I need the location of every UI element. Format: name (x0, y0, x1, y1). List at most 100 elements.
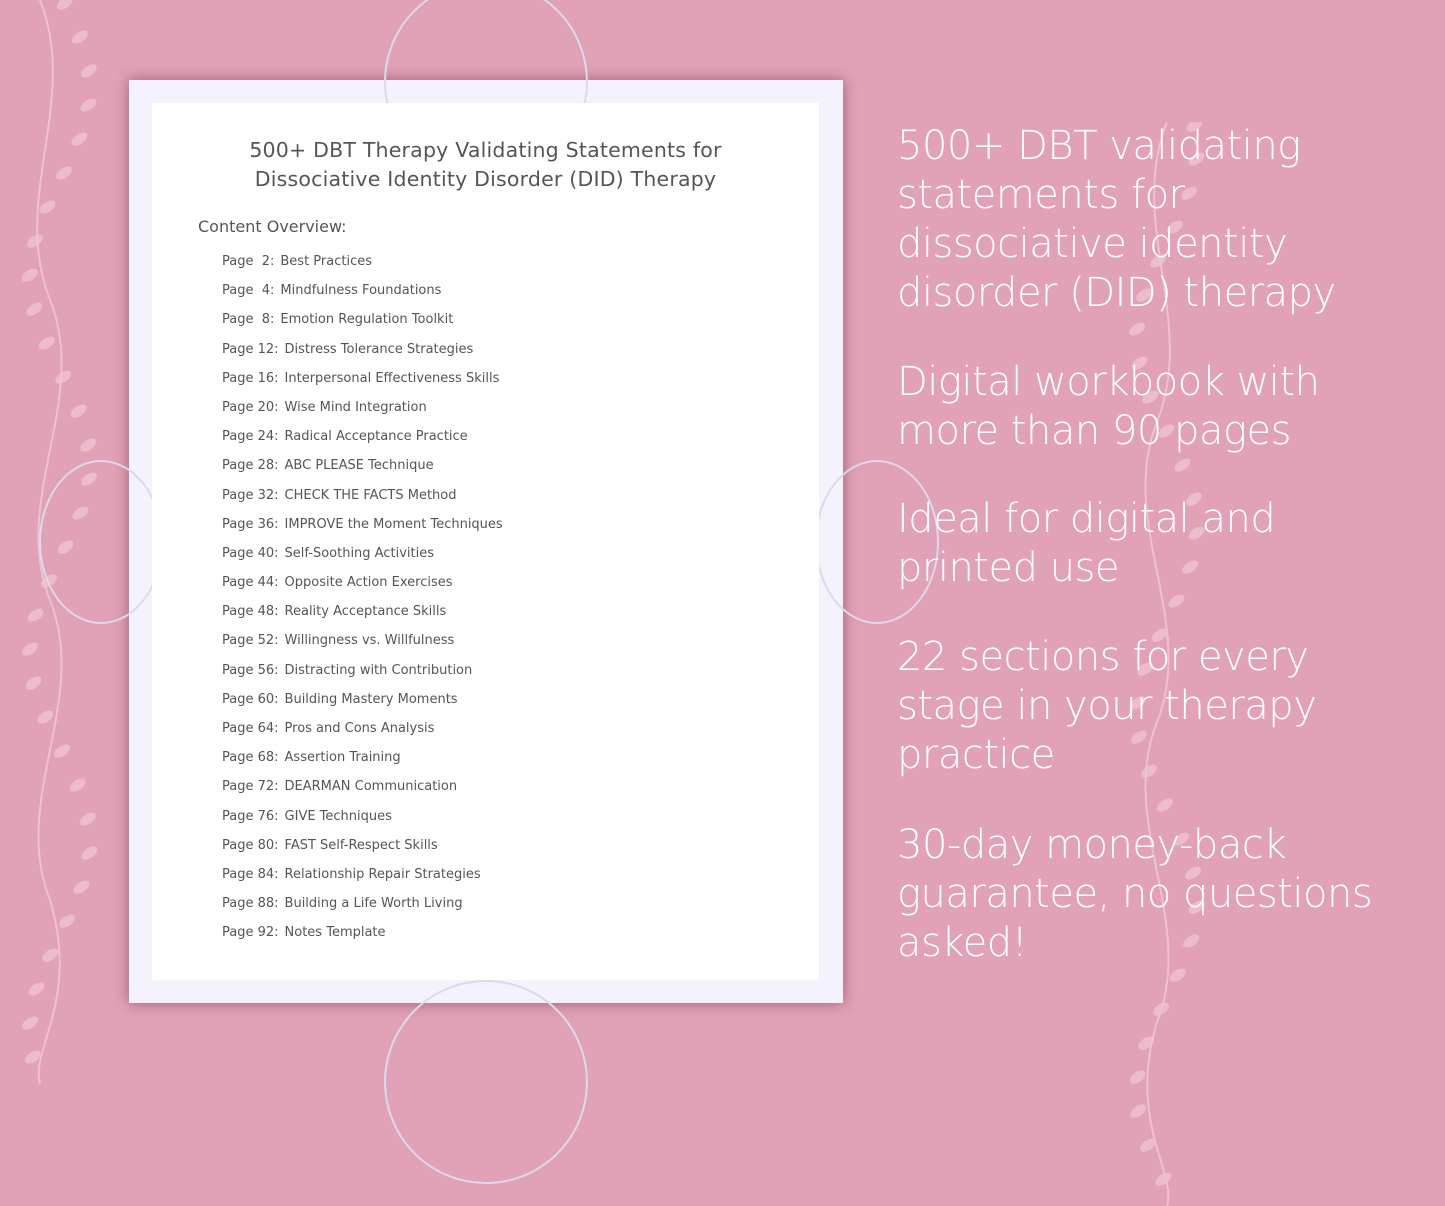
toc-page-number: Page 16: (222, 370, 279, 386)
toc-item: Page 84: Relationship Repair Strategies (222, 867, 503, 896)
title-line-2: Dissociative Identity Disorder (DID) The… (254, 167, 717, 191)
toc-section-title: Interpersonal Effectiveness Skills (284, 370, 500, 386)
leaf-shape (79, 812, 96, 826)
toc-item: Page 52: Willingness vs. Willfulness (222, 633, 503, 662)
leaf-shape (1186, 122, 1203, 132)
toc-item: Page 40: Self-Soothing Activities (222, 546, 503, 575)
leaf-shape (1182, 560, 1199, 574)
toc-item: Page 24: Radical Acceptance Practice (222, 429, 503, 458)
toc-section-title: Distracting with Contribution (284, 662, 473, 678)
leaf-shape (1188, 900, 1205, 914)
leaf-shape (53, 744, 70, 758)
toc-page-number: Page 44: (222, 575, 279, 591)
leaf-shape (1188, 526, 1205, 540)
toc-page-number: Page 40: (222, 545, 279, 561)
toc-item: Page 68: Assertion Training (222, 750, 503, 779)
toc-item: Page 32: CHECK THE FACTS Method (222, 488, 503, 517)
toc-page-number: Page 4: (222, 283, 275, 299)
toc-section-title: Distress Tolerance Strategies (284, 341, 474, 357)
leaf-shape (73, 880, 90, 894)
leaf-shape (80, 98, 97, 112)
leaf-shape (80, 438, 97, 452)
toc-item: Page 4: Mindfulness Foundations (222, 283, 503, 312)
leaf-shape (38, 336, 55, 350)
toc-section-title: Best Practices (280, 254, 373, 269)
toc-page-number: Page 76: (222, 808, 279, 824)
toc-item: Page 56: Distracting with Contribution (222, 663, 503, 692)
toc-page-number: Page 88: (222, 896, 279, 912)
feature-sections: 22 sections for every stage in your ther… (897, 634, 1317, 778)
toc-page-number: Page 24: (222, 429, 279, 445)
leaf-shape (1185, 492, 1202, 506)
toc-item: Page 48: Reality Acceptance Skills (222, 604, 503, 633)
toc-section-title: Mindfulness Foundations (280, 283, 442, 299)
toc-item: Page 8: Emotion Regulation Toolkit (222, 312, 503, 341)
leaf-shape (1167, 220, 1183, 234)
leaf-shape (69, 778, 86, 792)
leaf-shape (27, 608, 44, 622)
toc-section-title: Wise Mind Integration (284, 399, 427, 415)
leaf-shape (71, 132, 88, 146)
leaf-shape (1181, 186, 1198, 200)
toc-section-title: Relationship Repair Strategies (284, 866, 481, 882)
feature-statements: 500+ DBT validating statements for disso… (897, 123, 1336, 316)
toc-item: Page 28: ABC PLEASE Technique (222, 458, 503, 487)
feature-usage: Ideal for digital and printed use (897, 496, 1276, 591)
leaf-shape (21, 268, 38, 282)
leaf-shape (1174, 458, 1191, 472)
toc-section-title: Emotion Regulation Toolkit (280, 312, 454, 328)
toc-section-title: Building Mastery Moments (284, 691, 458, 707)
leaf-shape (1129, 322, 1146, 336)
toc-page-number: Page 2: (222, 254, 275, 269)
toc-section-title: Reality Acceptance Skills (284, 604, 447, 620)
leaf-shape (26, 302, 43, 316)
leaf-shape (55, 370, 72, 384)
toc-section-title: CHECK THE FACTS Method (284, 487, 457, 503)
leaf-shape (25, 676, 42, 690)
toc-page-number: Page 12: (222, 341, 279, 357)
mandala-decoration-bottom (384, 980, 588, 1184)
document-title: 500+ DBT Therapy Validating Statements f… (152, 136, 819, 194)
leaf-shape (42, 948, 59, 962)
leaf-shape (1185, 866, 1202, 880)
leaf-shape (1169, 968, 1186, 982)
leaf-shape (1183, 934, 1199, 948)
leaf-shape (1130, 1104, 1147, 1118)
leaf-shape (1150, 254, 1167, 268)
toc-item: Page 16: Interpersonal Effectiveness Skil… (222, 371, 503, 400)
document-preview: 500+ DBT Therapy Validating Statements f… (39, 0, 939, 1184)
table-of-contents: Page 2: Best Practices Page 4: Mindfulness … (222, 254, 503, 955)
toc-section-title: Building a Life Worth Living (284, 896, 463, 912)
leaf-shape (1153, 1002, 1170, 1016)
toc-section-title: DEARMAN Communication (284, 779, 458, 795)
content-overview-heading: Content Overview: (198, 217, 347, 236)
toc-item: Page 76: GIVE Techniques (222, 809, 503, 838)
leaf-shape (24, 1050, 41, 1064)
toc-section-title: Opposite Action Exercises (284, 575, 453, 591)
leaf-shape (26, 234, 43, 248)
toc-item: Page 92: Notes Template (222, 925, 503, 954)
leaf-shape (70, 404, 87, 418)
leaf-shape (28, 982, 45, 996)
toc-page-number: Page 28: (222, 458, 279, 474)
toc-page-number: Page 92: (222, 925, 279, 941)
toc-page-number: Page 56: (222, 662, 279, 678)
toc-section-title: Assertion Training (284, 750, 401, 766)
leaf-shape (1158, 424, 1175, 438)
toc-page-number: Page 68: (222, 750, 279, 766)
leaf-shape (80, 64, 97, 78)
leaf-shape (1142, 390, 1159, 404)
feature-guarantee: 30-day money-back guarantee, no question… (897, 822, 1373, 966)
leaf-shape (37, 710, 54, 724)
toc-item: Page 80: FAST Self-Respect Skills (222, 838, 503, 867)
mandala-decoration-left (39, 460, 163, 624)
toc-item: Page 12: Distress Tolerance Strategies (222, 342, 503, 371)
toc-section-title: GIVE Techniques (284, 808, 392, 824)
leaf-shape (1141, 764, 1157, 778)
leaf-shape (1129, 696, 1146, 710)
toc-item: Page 60: Building Mastery Moments (222, 692, 503, 721)
leaf-shape (1168, 594, 1185, 608)
leaf-shape (56, 0, 73, 10)
leaf-shape (1188, 152, 1205, 166)
leaf-shape (1137, 662, 1154, 676)
